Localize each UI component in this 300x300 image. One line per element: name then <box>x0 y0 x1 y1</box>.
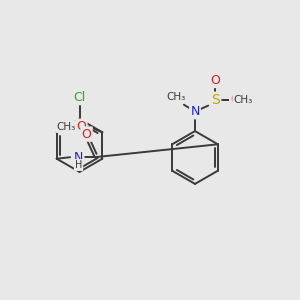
Text: O: O <box>211 74 220 87</box>
Text: S: S <box>211 93 220 107</box>
Text: CH₃: CH₃ <box>233 95 253 105</box>
Text: H: H <box>75 160 82 170</box>
Text: N: N <box>190 105 200 118</box>
Text: N: N <box>74 151 83 164</box>
Text: O: O <box>76 120 86 133</box>
Text: CH₃: CH₃ <box>57 122 76 132</box>
Text: O: O <box>82 128 92 141</box>
Text: CH₃: CH₃ <box>167 92 186 102</box>
Text: Cl: Cl <box>74 91 86 104</box>
Text: O: O <box>230 93 240 106</box>
